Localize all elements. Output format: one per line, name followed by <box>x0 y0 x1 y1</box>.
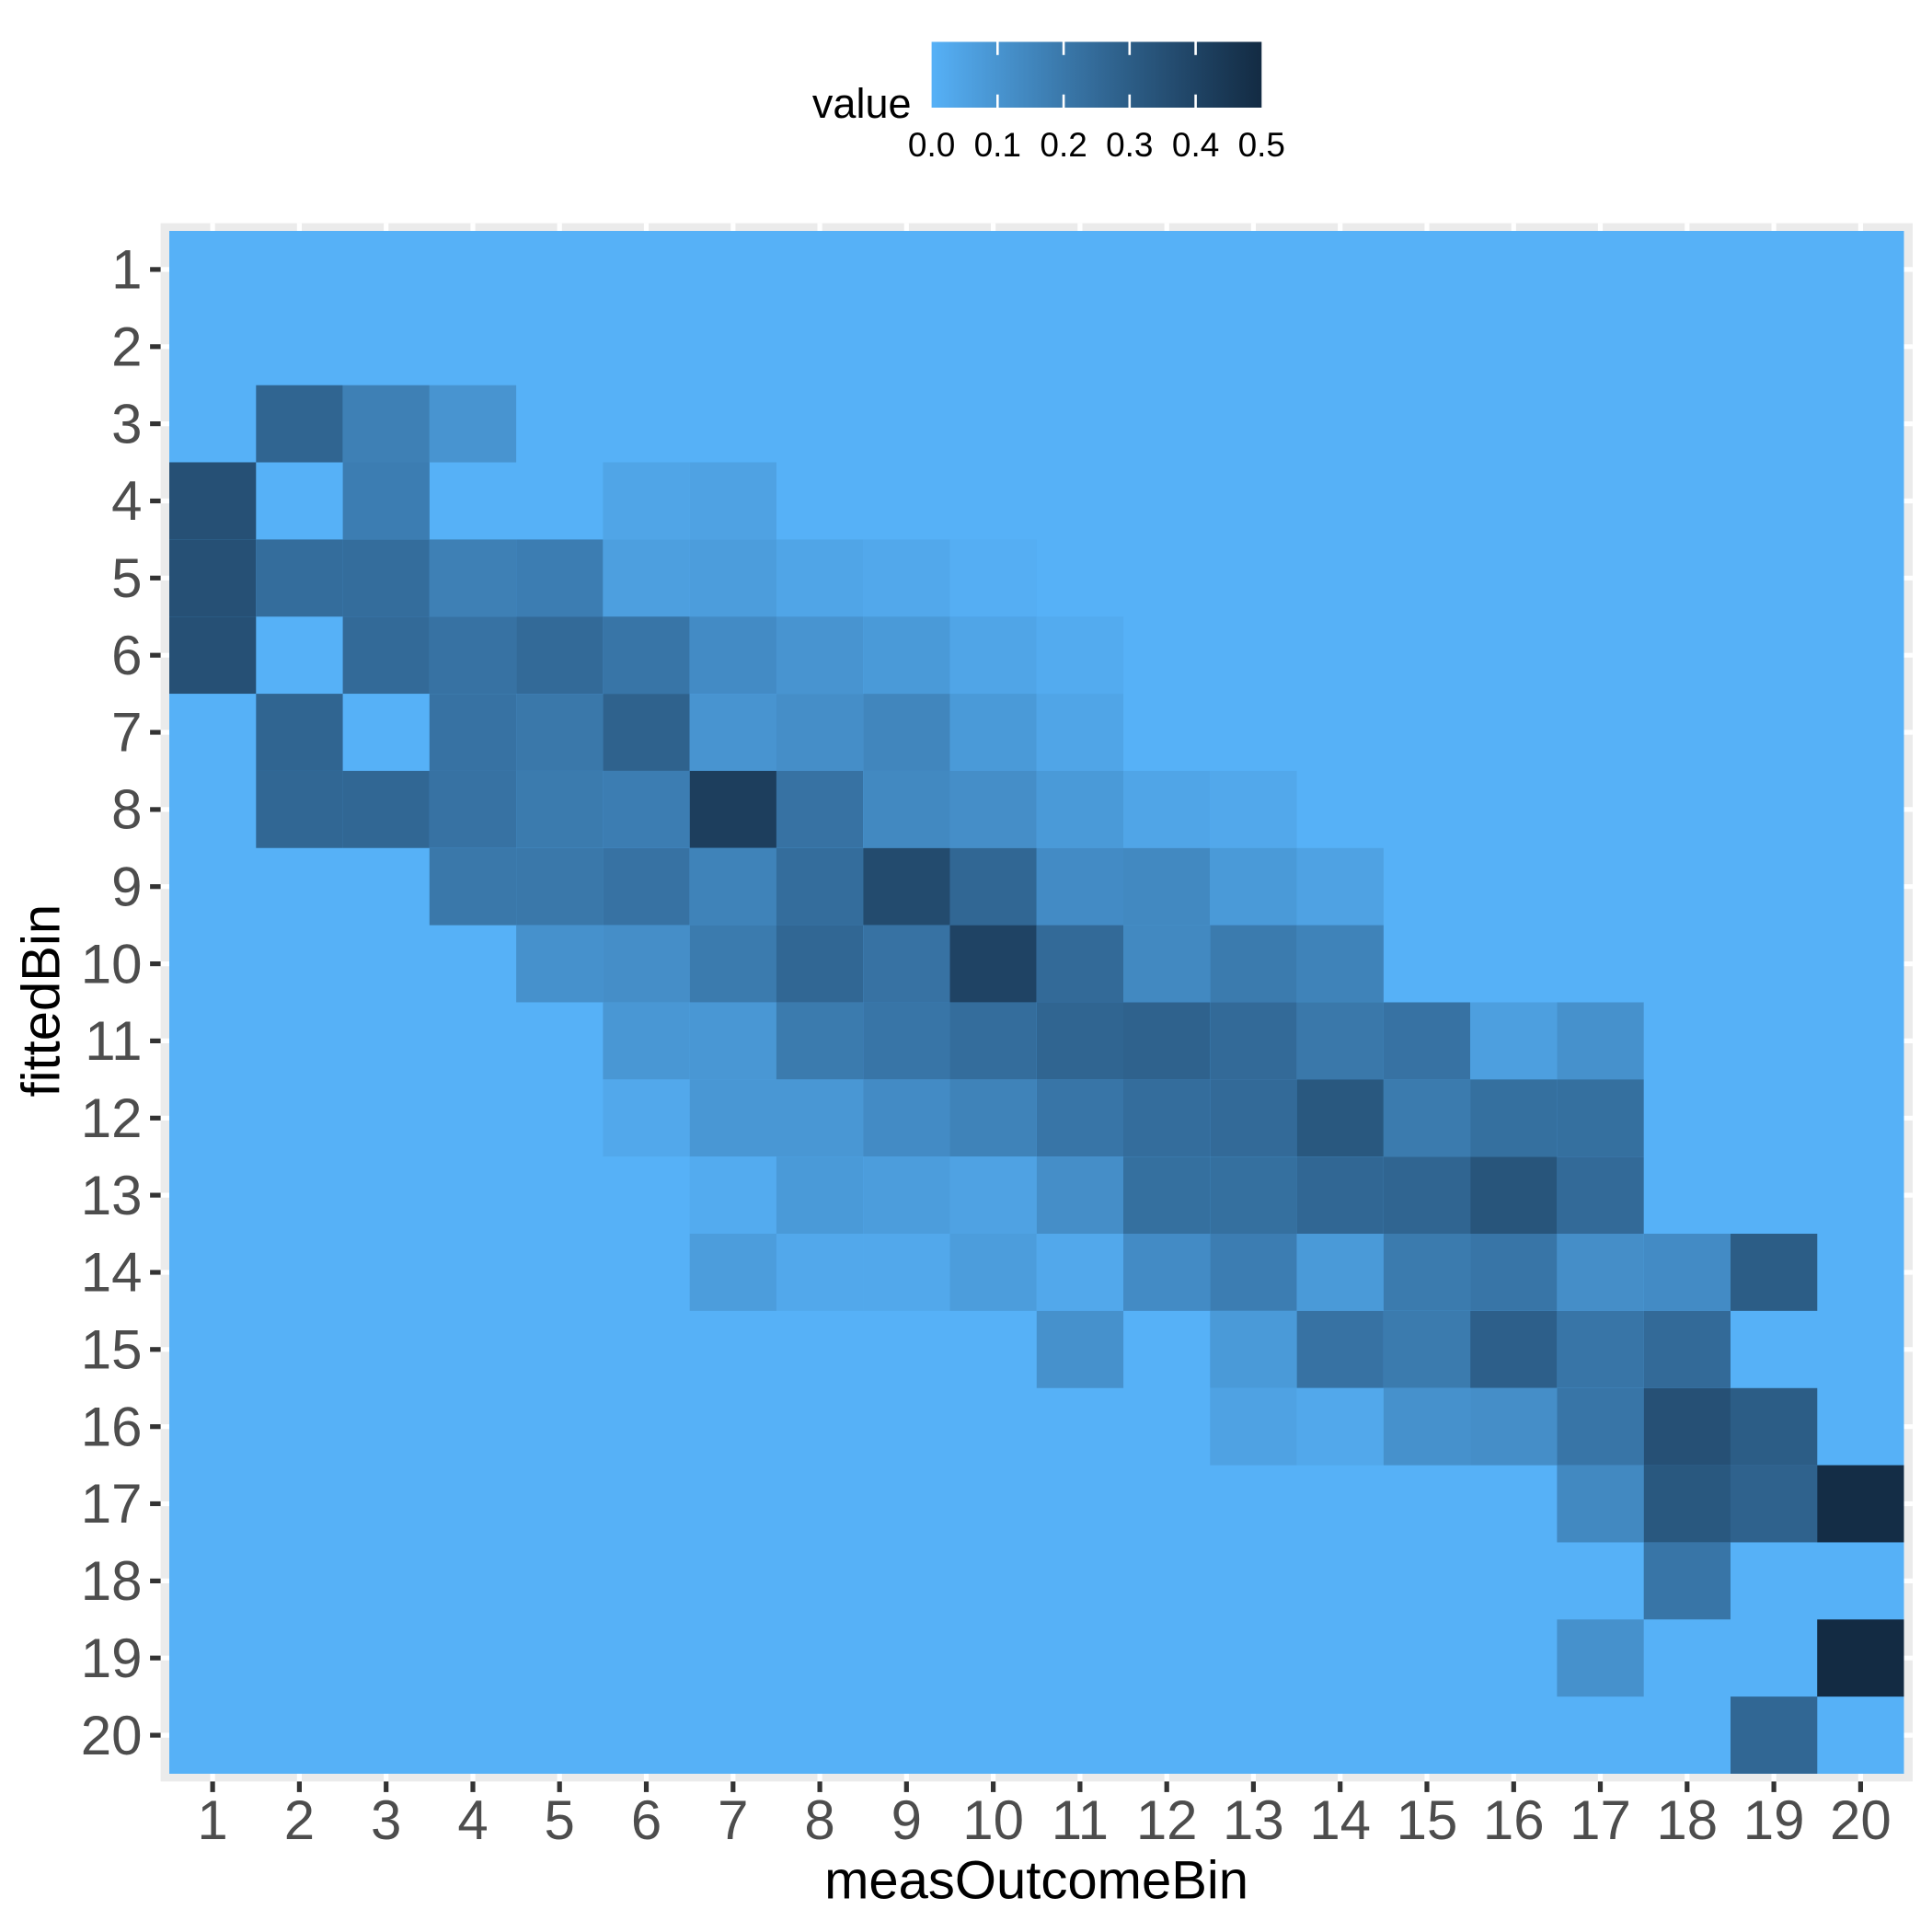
svg-text:4: 4 <box>457 1789 488 1851</box>
svg-text:measOutcomeBin: measOutcomeBin <box>824 1851 1248 1911</box>
svg-text:7: 7 <box>718 1789 748 1851</box>
svg-text:7: 7 <box>111 702 142 764</box>
svg-text:11: 11 <box>1052 1789 1109 1851</box>
svg-text:2: 2 <box>284 1789 315 1851</box>
svg-text:15: 15 <box>1397 1789 1458 1851</box>
svg-text:3: 3 <box>111 393 142 454</box>
svg-text:0.1: 0.1 <box>974 126 1021 164</box>
svg-text:15: 15 <box>81 1319 143 1381</box>
svg-text:10: 10 <box>81 933 143 995</box>
svg-text:3: 3 <box>371 1789 401 1851</box>
svg-text:19: 19 <box>81 1627 143 1689</box>
svg-text:20: 20 <box>1830 1789 1892 1851</box>
svg-text:17: 17 <box>1570 1789 1631 1851</box>
svg-text:13: 13 <box>1223 1789 1284 1851</box>
svg-text:16: 16 <box>1483 1789 1545 1851</box>
svg-text:9: 9 <box>891 1789 922 1851</box>
svg-text:value: value <box>812 80 912 127</box>
svg-text:12: 12 <box>1136 1789 1198 1851</box>
svg-text:14: 14 <box>1309 1789 1371 1851</box>
svg-text:12: 12 <box>81 1087 143 1149</box>
svg-text:5: 5 <box>111 547 142 609</box>
svg-text:11: 11 <box>85 1010 142 1072</box>
svg-text:6: 6 <box>631 1789 661 1851</box>
svg-text:14: 14 <box>81 1242 143 1304</box>
svg-text:fittedBin: fittedBin <box>12 904 72 1098</box>
svg-text:0.0: 0.0 <box>908 126 955 164</box>
svg-text:8: 8 <box>111 779 142 841</box>
svg-text:17: 17 <box>81 1473 143 1535</box>
svg-text:18: 18 <box>81 1550 143 1612</box>
svg-text:5: 5 <box>545 1789 575 1851</box>
svg-text:1: 1 <box>197 1789 227 1851</box>
svg-text:18: 18 <box>1656 1789 1718 1851</box>
svg-text:6: 6 <box>111 625 142 686</box>
svg-text:0.3: 0.3 <box>1106 126 1153 164</box>
svg-text:4: 4 <box>111 470 142 532</box>
svg-text:8: 8 <box>804 1789 834 1851</box>
svg-text:0.2: 0.2 <box>1040 126 1087 164</box>
svg-text:13: 13 <box>81 1165 143 1226</box>
svg-text:0.5: 0.5 <box>1238 126 1285 164</box>
svg-text:16: 16 <box>81 1396 143 1457</box>
svg-text:9: 9 <box>111 856 142 917</box>
svg-text:0.4: 0.4 <box>1172 126 1219 164</box>
svg-text:1: 1 <box>111 239 142 301</box>
svg-text:2: 2 <box>111 316 142 378</box>
svg-text:19: 19 <box>1743 1789 1805 1851</box>
svg-text:20: 20 <box>81 1705 143 1766</box>
svg-text:10: 10 <box>962 1789 1024 1851</box>
